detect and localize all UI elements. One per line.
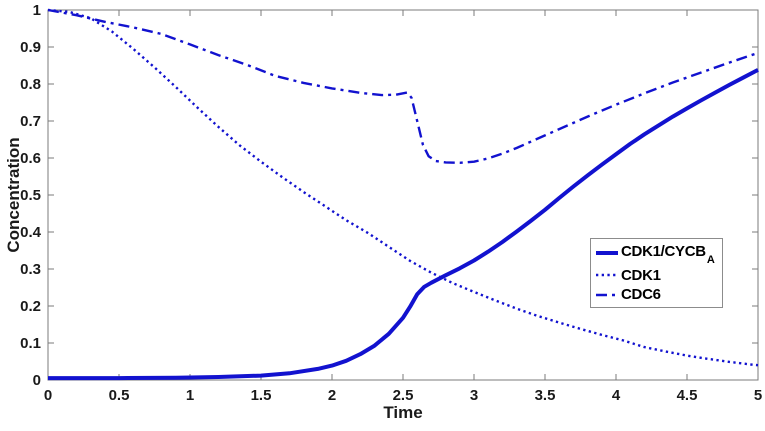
x-axis-label: Time [383,403,423,422]
x-tick-label: 2.5 [393,387,414,404]
legend-label: CDC6 [621,286,661,304]
x-tick-label: 2 [328,387,336,404]
legend-label: CDK1/CYCBA [621,242,715,266]
x-tick-label: 0 [44,387,52,404]
x-tick-label: 1 [186,387,194,404]
axes-box [47,9,759,381]
series-line-cdk1-cycb-a [48,68,759,381]
y-tick-label: 0.6 [20,150,41,167]
tick-marks [47,9,759,381]
x-tick-label: 5 [754,387,762,404]
x-tick-label: 3 [470,387,478,404]
legend-line-sample-dotted [596,273,618,277]
x-tick-label: 0.5 [109,387,130,404]
series-line-cdc6 [47,8,759,165]
y-tick-label: 0.4 [20,224,42,241]
x-tick-label: 1.5 [251,387,272,404]
legend-item-cdk1-cycb-a: CDK1/CYCBA [596,242,722,266]
x-tick-label: 4.5 [677,387,698,404]
legend-line-sample-solid [596,251,618,256]
legend-item-cdc6: CDC6 [596,287,722,302]
legend-line-sample-dashdot [596,293,618,296]
y-tick-label: 0.9 [20,39,41,56]
y-tick-label: 0.8 [20,76,41,93]
y-tick-label: 0.2 [20,298,41,315]
y-tick-label: 0.3 [20,261,41,278]
y-tick-label: 0.1 [20,335,41,352]
x-tick-label: 4 [612,387,621,404]
series-line-cdk1 [47,8,759,367]
legend: CDK1/CYCBA CDK1 CDC6 [590,238,723,308]
y-tick-label: 0.5 [20,187,41,204]
legend-label: CDK1 [621,266,661,284]
legend-item-cdk1: CDK1 [596,268,722,283]
y-tick-label: 1 [33,2,41,19]
tick-labels: 0 0.5 1 1.5 2 2.5 3 3.5 4 4.5 5 0 0.1 0.2 0.3 0.4 0.5 0.6… [20,2,762,404]
x-tick-label: 3.5 [535,387,556,404]
y-tick-label: 0.7 [20,113,41,130]
y-axis-label: Concentration [4,137,23,253]
y-tick-label: 0 [33,372,41,389]
